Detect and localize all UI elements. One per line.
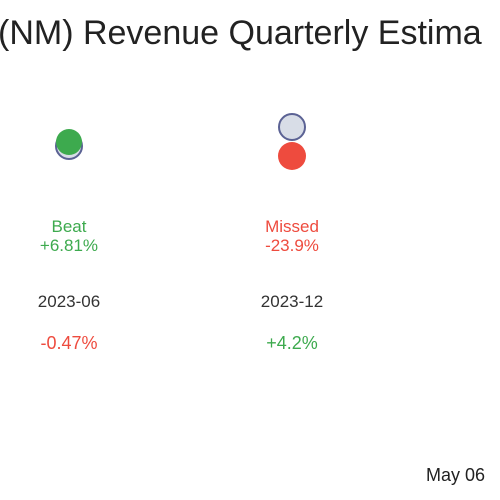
chart-title: (NM) Revenue Quarterly Estima bbox=[0, 14, 482, 52]
period-date: 2023-12 bbox=[261, 292, 323, 311]
actual-marker bbox=[56, 129, 82, 155]
surprise-label: -23.9% bbox=[265, 236, 319, 255]
price-change-label: +4.2% bbox=[266, 333, 318, 353]
chart-marks: Beat+6.81% 2023-06 -0.47% Missed-23.9% 2023-… bbox=[38, 113, 323, 353]
footer-date: May 06 bbox=[426, 465, 485, 485]
result-label: Beat bbox=[52, 217, 87, 236]
estimate-marker bbox=[278, 113, 306, 141]
period-date: 2023-06 bbox=[38, 292, 100, 311]
price-change-label: -0.47% bbox=[40, 333, 97, 353]
result-label: Missed bbox=[265, 217, 319, 236]
actual-marker bbox=[278, 142, 306, 170]
surprise-label: +6.81% bbox=[40, 236, 98, 255]
